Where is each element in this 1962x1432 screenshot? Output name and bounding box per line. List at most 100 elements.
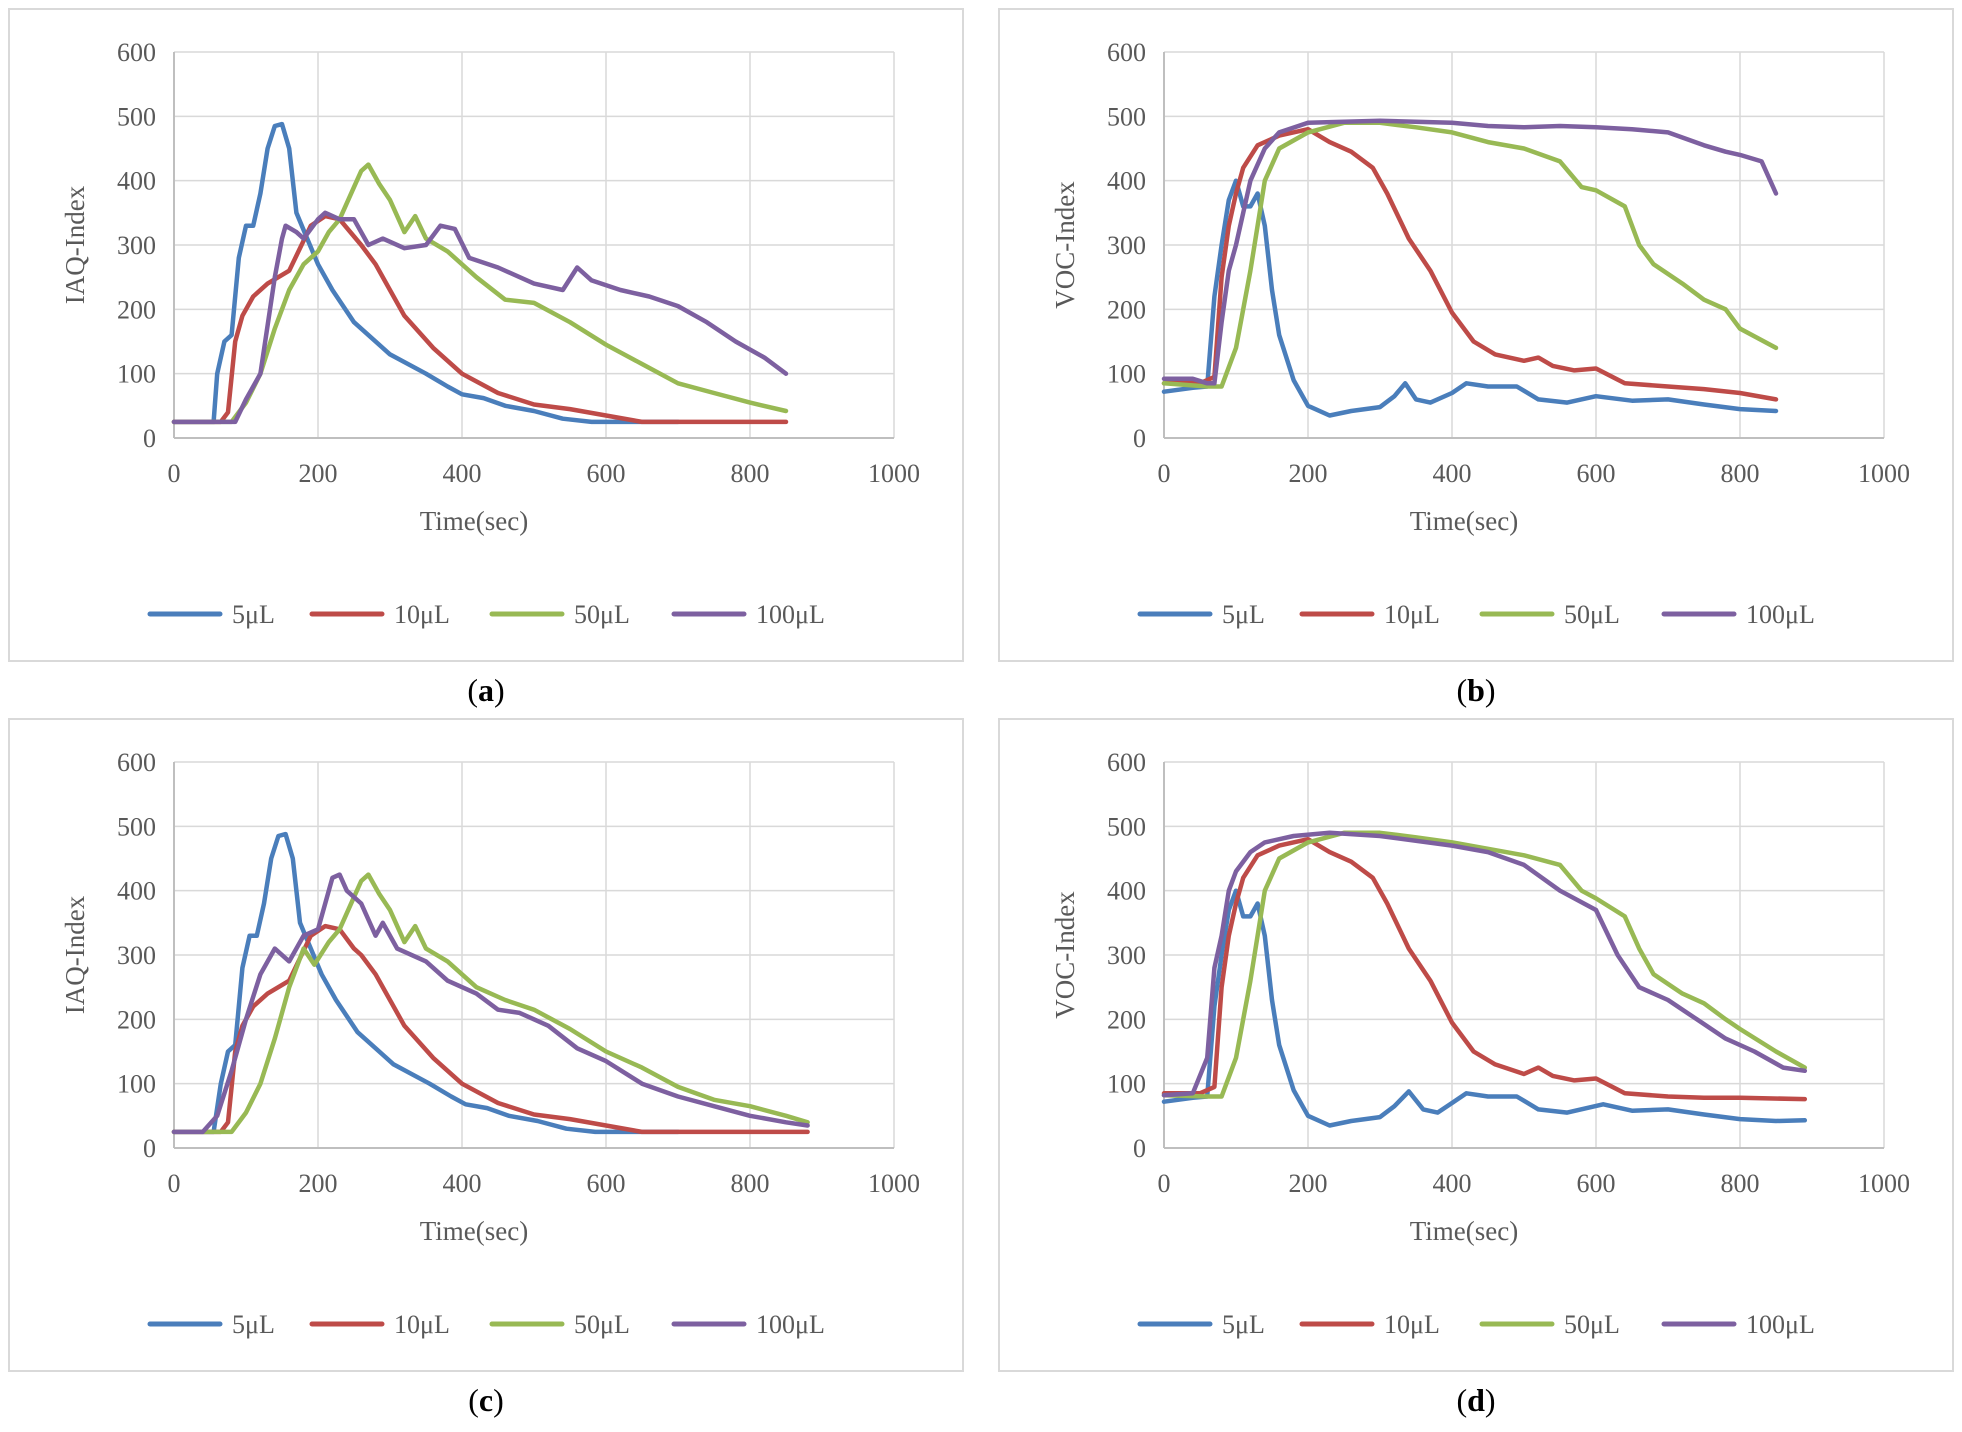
x-tick-label: 800	[731, 1169, 770, 1198]
x-tick-label: 1000	[868, 459, 920, 488]
x-tick-label: 400	[1433, 459, 1472, 488]
series-line-3	[171, 162, 789, 425]
x-tick-label: 200	[299, 1169, 338, 1198]
series-line-3	[1161, 120, 1779, 389]
x-tick-label: 200	[299, 459, 338, 488]
x-tick-label: 800	[1721, 459, 1760, 488]
y-tick-label: 0	[1133, 424, 1146, 453]
y-tick-label: 100	[117, 360, 156, 389]
legend-label-3: 50μL	[1564, 600, 1620, 629]
caption-a: (a)	[467, 672, 505, 708]
x-tick-label: 800	[1721, 1169, 1760, 1198]
series-line-4	[171, 210, 789, 425]
x-tick-label: 0	[168, 1169, 181, 1198]
legend-label-1: 5μL	[232, 600, 275, 629]
series-line-3	[171, 872, 810, 1135]
series-line-3	[1161, 830, 1808, 1099]
x-tick-label: 600	[587, 1169, 626, 1198]
chart-d-svg: 0 100 200 300 400 500 600 0 200 400 600 800 1000 Time…	[1050, 748, 1910, 1339]
x-tick-label: 0	[1158, 1169, 1171, 1198]
x-axis-label: Time(sec)	[1410, 1216, 1519, 1246]
x-tick-label: 400	[443, 1169, 482, 1198]
y-tick-label: 600	[1107, 748, 1146, 777]
y-axis-label: IAQ-Index	[60, 895, 90, 1014]
series-line-1	[1161, 888, 1808, 1128]
series-line-4	[171, 872, 810, 1135]
y-tick-label: 500	[1107, 812, 1146, 841]
y-tick-label: 500	[117, 102, 156, 131]
chart-c-svg: 0 100 200 300 400 500 600 0 200 400 600 800 1000 Time…	[60, 748, 920, 1339]
x-axis-label: Time(sec)	[420, 506, 529, 536]
y-tick-label: 300	[1107, 941, 1146, 970]
y-tick-label: 100	[1107, 1070, 1146, 1099]
x-axis-label: Time(sec)	[420, 1216, 529, 1246]
chart-panel-b: 0 100 200 300 400 500 600 0 200 400 600 800 1000 Time…	[998, 8, 1954, 662]
y-axis-label: VOC-Index	[1050, 181, 1080, 309]
legend-label-2: 10μL	[1384, 600, 1440, 629]
y-tick-label: 400	[1107, 877, 1146, 906]
y-tick-label: 100	[1107, 360, 1146, 389]
x-tick-label: 400	[1433, 1169, 1472, 1198]
legend-label-1: 5μL	[1222, 600, 1265, 629]
legend-label-3: 50μL	[574, 600, 630, 629]
caption-d-letter: d	[1467, 1382, 1485, 1418]
x-tick-label: 600	[1577, 1169, 1616, 1198]
y-tick-label: 0	[1133, 1134, 1146, 1163]
legend-label-3: 50μL	[574, 1310, 630, 1339]
legend-label-4: 100μL	[1746, 1310, 1815, 1339]
chart-panel-a: 0 100 200 300 400 500 600 0 200 400 600 800 1000 Time…	[8, 8, 964, 662]
x-tick-label: 1000	[868, 1169, 920, 1198]
series-line-4	[1161, 830, 1808, 1098]
y-tick-label: 600	[117, 748, 156, 777]
x-tick-label: 400	[443, 459, 482, 488]
legend-label-1: 5μL	[232, 1310, 275, 1339]
x-tick-label: 600	[587, 459, 626, 488]
x-tick-label: 0	[168, 459, 181, 488]
y-tick-label: 0	[143, 1134, 156, 1163]
caption-c-letter: c	[478, 1382, 494, 1418]
caption-b-letter: b	[1467, 672, 1485, 708]
y-tick-label: 300	[1107, 231, 1146, 260]
y-tick-label: 400	[117, 167, 156, 196]
x-tick-label: 0	[1158, 459, 1171, 488]
y-axis-label: IAQ-Index	[60, 185, 90, 304]
series-line-2	[1161, 126, 1779, 402]
series-line-2	[1161, 836, 1808, 1102]
legend-label-2: 10μL	[1384, 1310, 1440, 1339]
legend-label-4: 100μL	[756, 600, 825, 629]
x-tick-label: 200	[1289, 459, 1328, 488]
y-tick-label: 200	[117, 295, 156, 324]
y-tick-label: 100	[117, 1070, 156, 1099]
y-tick-label: 200	[1107, 1005, 1146, 1034]
y-tick-label: 400	[117, 877, 156, 906]
series-line-1	[171, 831, 681, 1135]
caption-b: (b)	[1456, 672, 1496, 708]
y-tick-label: 500	[1107, 102, 1146, 131]
caption-a-letter: a	[478, 672, 494, 708]
y-tick-label: 300	[117, 231, 156, 260]
chart-a-svg: 0 100 200 300 400 500 600 0 200 400 600 800 1000 Time…	[60, 38, 920, 629]
caption-d: (d)	[1456, 1382, 1496, 1418]
y-tick-label: 300	[117, 941, 156, 970]
y-tick-label: 600	[1107, 38, 1146, 67]
y-tick-label: 500	[117, 812, 156, 841]
legend-label-2: 10μL	[394, 1310, 450, 1339]
x-axis-label: Time(sec)	[1410, 506, 1519, 536]
caption-c: (c)	[468, 1382, 504, 1418]
x-tick-label: 1000	[1858, 459, 1910, 488]
y-tick-label: 600	[117, 38, 156, 67]
series-line-2	[171, 213, 789, 425]
chart-b-svg: 0 100 200 300 400 500 600 0 200 400 600 800 1000 Time…	[1050, 38, 1910, 629]
y-tick-label: 200	[117, 1005, 156, 1034]
x-tick-label: 200	[1289, 1169, 1328, 1198]
y-tick-label: 0	[143, 424, 156, 453]
legend-label-3: 50μL	[1564, 1310, 1620, 1339]
legend-label-2: 10μL	[394, 600, 450, 629]
y-tick-label: 200	[1107, 295, 1146, 324]
series-line-1	[1161, 178, 1779, 418]
chart-panel-d: 0 100 200 300 400 500 600 0 200 400 600 800 1000 Time…	[998, 718, 1954, 1372]
y-tick-label: 400	[1107, 167, 1146, 196]
legend-label-4: 100μL	[756, 1310, 825, 1339]
chart-panel-c: 0 100 200 300 400 500 600 0 200 400 600 800 1000 Time…	[8, 718, 964, 1372]
x-tick-label: 600	[1577, 459, 1616, 488]
